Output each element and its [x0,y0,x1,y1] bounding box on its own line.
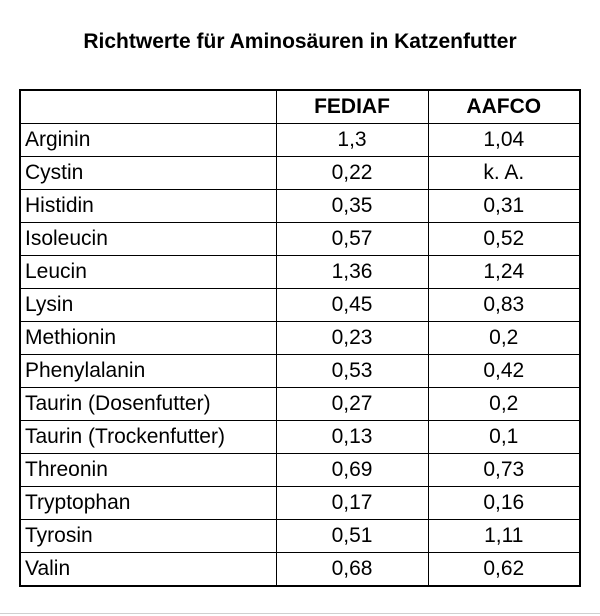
aafco-value: 0,73 [427,453,581,487]
amino-acid-name: Tyrosin [19,519,277,553]
aafco-value: 0,1 [427,420,581,454]
amino-acid-name: Arginin [19,123,277,157]
amino-acid-name: Isoleucin [19,222,277,256]
amino-acid-name: Phenylalanin [19,354,277,388]
table-body: Arginin 1,3 1,04 Cystin 0,22 k. A. Histidin 0,3… [19,123,581,587]
table-row: Phenylalanin 0,53 0,42 [19,354,581,388]
header-fediaf: FEDIAF [275,89,429,124]
amino-acid-name: Cystin [19,156,277,190]
table-row: Cystin 0,22 k. A. [19,156,581,190]
aafco-value: 0,62 [427,552,581,587]
amino-acid-name: Methionin [19,321,277,355]
aafco-value: 0,2 [427,321,581,355]
fediaf-value: 0,53 [275,354,429,388]
table-row: Taurin (Trockenfutter) 0,13 0,1 [19,420,581,454]
amino-acid-name: Taurin (Trockenfutter) [19,420,277,454]
amino-acid-name: Tryptophan [19,486,277,520]
page-title: Richtwerte für Aminosäuren in Katzenfutt… [83,30,517,53]
fediaf-value: 0,57 [275,222,429,256]
table-row: Tyrosin 0,51 1,11 [19,519,581,553]
table-row: Arginin 1,3 1,04 [19,123,581,157]
aafco-value: 0,52 [427,222,581,256]
fediaf-value: 1,3 [275,123,429,157]
aafco-value: 0,2 [427,387,581,421]
aafco-value: 0,42 [427,354,581,388]
fediaf-value: 0,23 [275,321,429,355]
table-header-row: FEDIAF AAFCO [19,89,581,124]
fediaf-value: 0,69 [275,453,429,487]
amino-acid-name: Lysin [19,288,277,322]
table-row: Taurin (Dosenfutter) 0,27 0,2 [19,387,581,421]
aafco-value: 1,11 [427,519,581,553]
aafco-value: 0,83 [427,288,581,322]
table-row: Valin 0,68 0,62 [19,552,581,587]
aafco-value: 0,16 [427,486,581,520]
table-row: Tryptophan 0,17 0,16 [19,486,581,520]
table-row: Methionin 0,23 0,2 [19,321,581,355]
fediaf-value: 1,36 [275,255,429,289]
header-empty-cell [19,89,277,124]
table-row: Isoleucin 0,57 0,52 [19,222,581,256]
fediaf-value: 0,17 [275,486,429,520]
aafco-value: k. A. [427,156,581,190]
aafco-value: 1,24 [427,255,581,289]
amino-acid-name: Leucin [19,255,277,289]
header-aafco: AAFCO [427,89,581,124]
aafco-value: 0,31 [427,189,581,223]
fediaf-value: 0,51 [275,519,429,553]
amino-acid-name: Taurin (Dosenfutter) [19,387,277,421]
table-row: Lysin 0,45 0,83 [19,288,581,322]
aafco-value: 1,04 [427,123,581,157]
amino-acid-name: Threonin [19,453,277,487]
amino-acid-name: Histidin [19,189,277,223]
fediaf-value: 0,13 [275,420,429,454]
table-row: Threonin 0,69 0,73 [19,453,581,487]
fediaf-value: 0,27 [275,387,429,421]
fediaf-value: 0,68 [275,552,429,587]
table-row: Leucin 1,36 1,24 [19,255,581,289]
table-row: Histidin 0,35 0,31 [19,189,581,223]
amino-acid-name: Valin [19,552,277,587]
fediaf-value: 0,45 [275,288,429,322]
amino-acid-table: FEDIAF AAFCO Arginin 1,3 1,04 Cystin 0,22 k. … [19,89,581,587]
fediaf-value: 0,35 [275,189,429,223]
fediaf-value: 0,22 [275,156,429,190]
